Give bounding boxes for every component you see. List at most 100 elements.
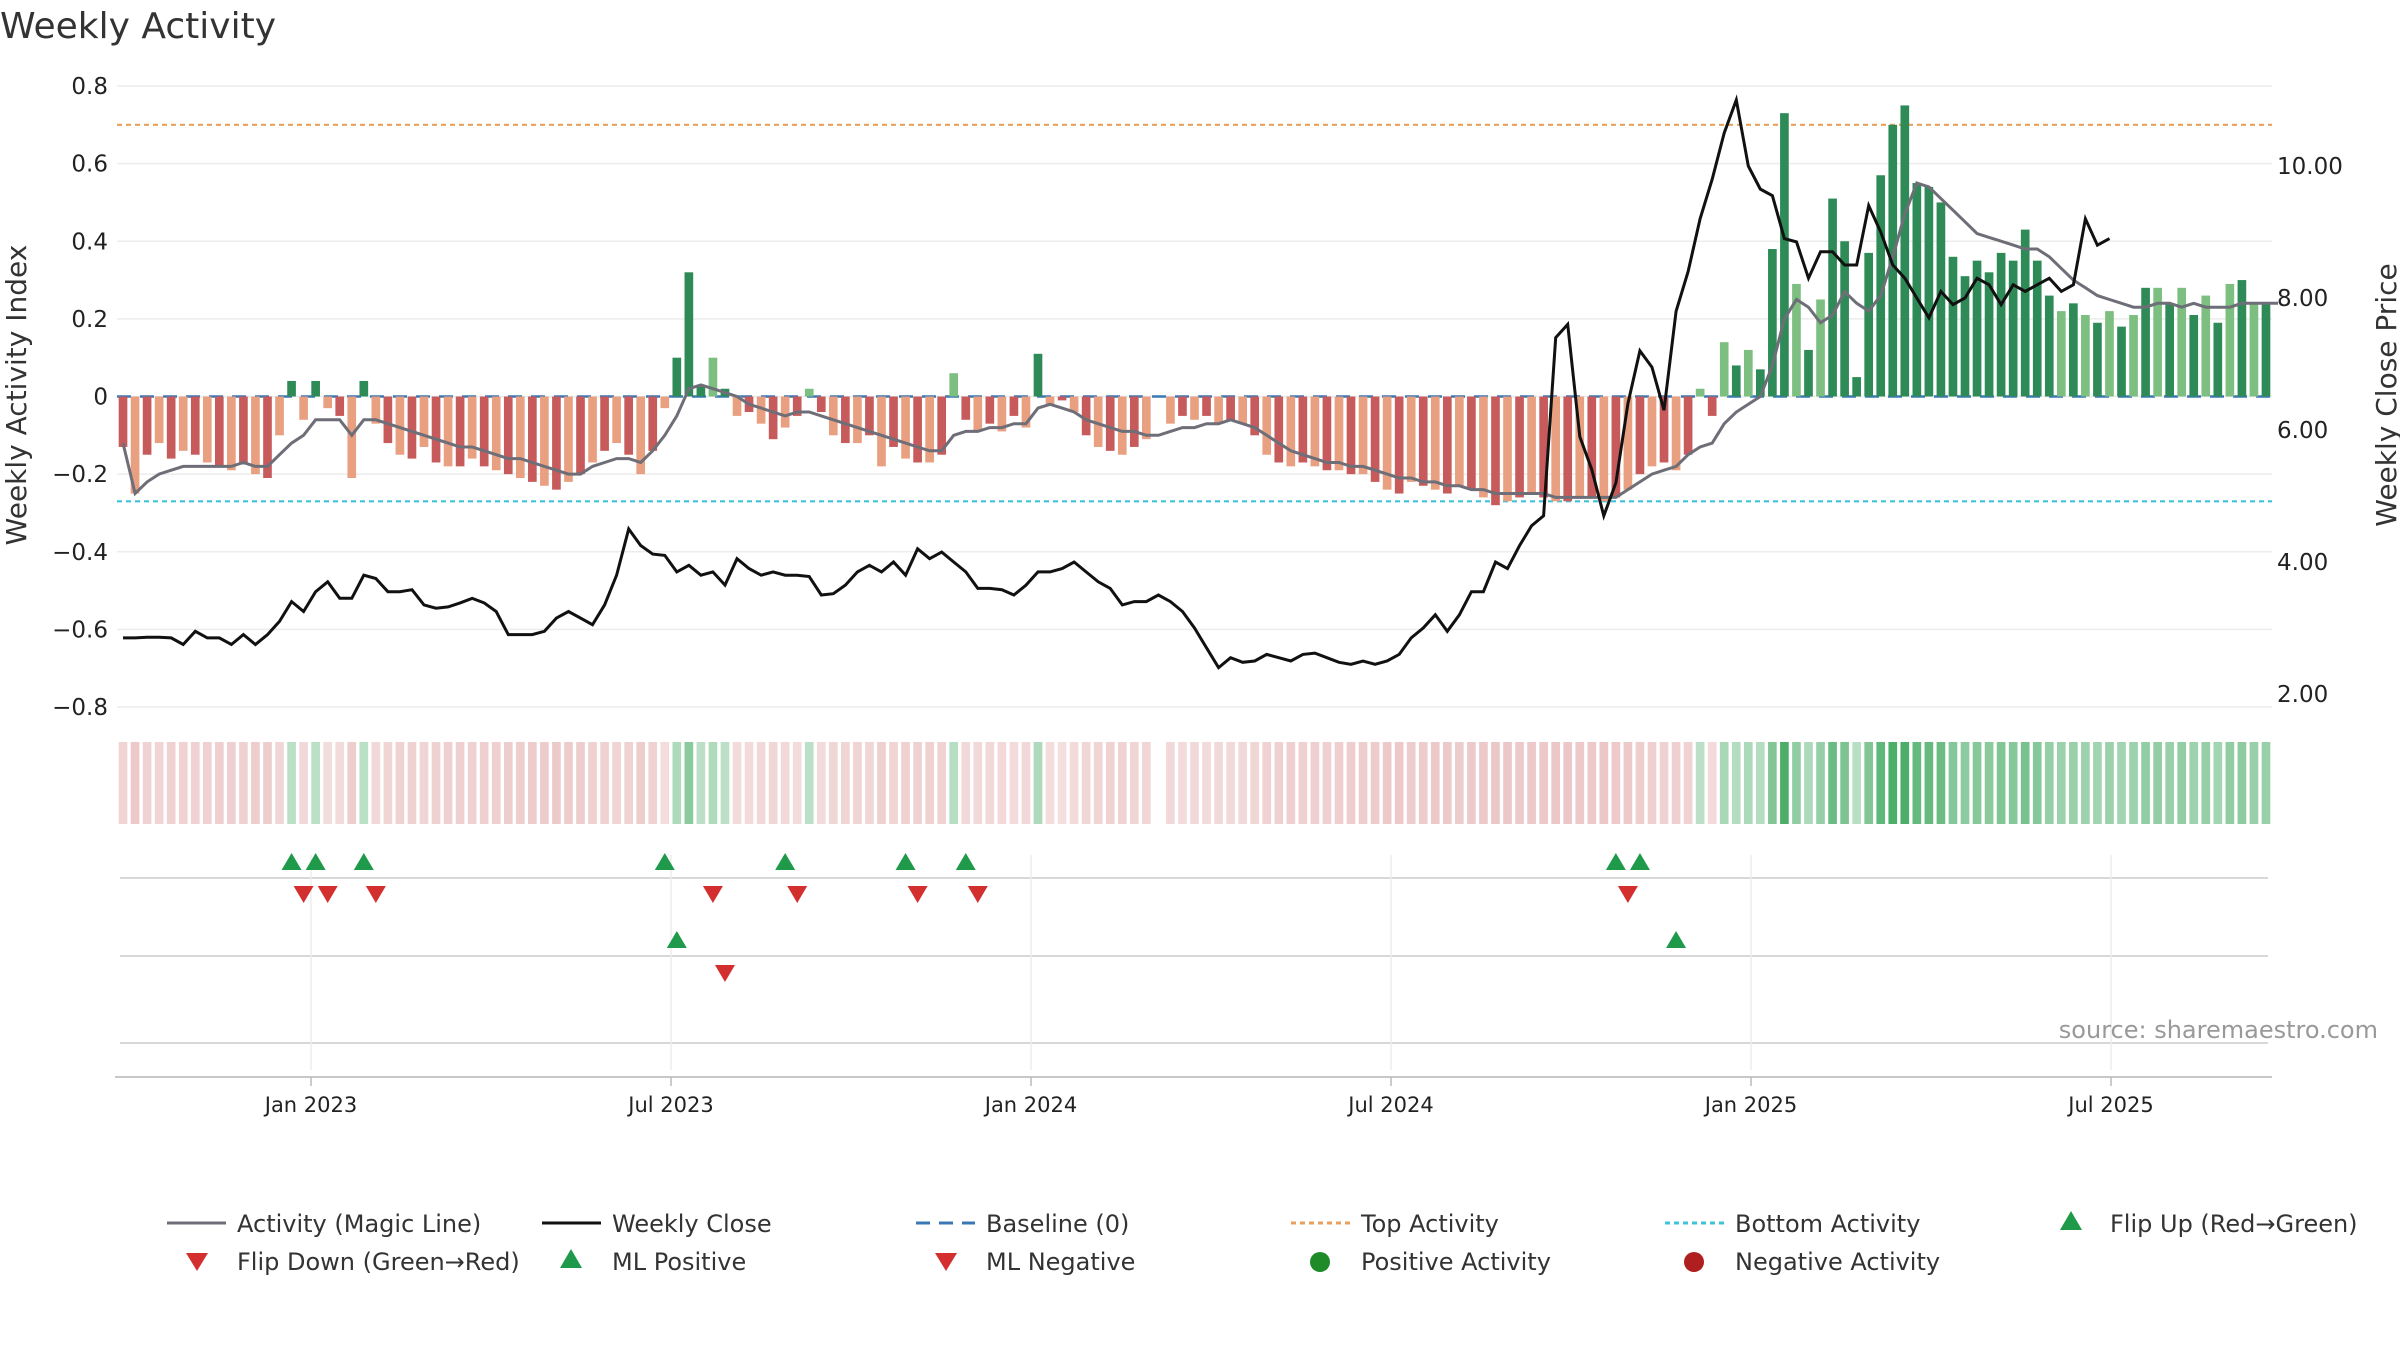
- activity-bar: [2129, 314, 2138, 397]
- flip-down-marker: [787, 886, 808, 903]
- heat-cell: [2261, 742, 2271, 824]
- activity-bar: [202, 396, 212, 463]
- activity-bar: [1635, 396, 1645, 475]
- magic-line: [121, 181, 2278, 499]
- heat-cell: [1166, 742, 1175, 824]
- activity-bar: [1491, 396, 1500, 506]
- ml-positive-marker: [666, 931, 687, 948]
- heat-cell: [1948, 742, 1958, 824]
- activity-bar: [2237, 280, 2247, 397]
- activity-bar: [973, 396, 983, 432]
- y2-axis-label: Weekly Close Price: [2370, 263, 2400, 526]
- flip-down-marker: [365, 886, 386, 903]
- heat-cell: [467, 742, 477, 824]
- heat-cell: [1852, 742, 1861, 824]
- activity-bar: [552, 396, 561, 490]
- heat-cell: [2237, 742, 2247, 824]
- x-tick-label: Jan 2024: [983, 1093, 1078, 1117]
- activity-bar: [1033, 353, 1043, 397]
- heat-cell: [1960, 742, 1970, 824]
- heat-cell: [1707, 742, 1717, 824]
- activity-bar: [515, 396, 525, 479]
- activity-bar: [1900, 105, 1910, 397]
- activity-bar: [1226, 396, 1235, 420]
- heat-cell: [1129, 742, 1139, 824]
- activity-bar: [648, 396, 658, 451]
- flip-down-marker: [317, 886, 338, 903]
- heat-cell: [1045, 742, 1055, 824]
- heat-cell: [636, 742, 646, 824]
- activity-bar: [1093, 396, 1103, 447]
- flip-up-marker: [955, 853, 976, 870]
- heat-cell: [1635, 742, 1645, 824]
- heat-cell: [1599, 742, 1609, 824]
- heat-cell: [1033, 742, 1043, 824]
- activity-bar: [2081, 314, 2090, 397]
- legend: Activity (Magic Line) Weekly Close Basel…: [167, 1210, 2358, 1276]
- heat-cell: [1117, 742, 1127, 824]
- legend-weekly-close-label: Weekly Close: [612, 1210, 772, 1238]
- ml-positive-marker: [1666, 931, 1687, 948]
- activity-bar: [1105, 396, 1115, 451]
- activity-bar: [419, 396, 429, 447]
- activity-bar: [1430, 396, 1440, 490]
- activity-bar: [672, 357, 682, 397]
- y2-tick-label: 6.00: [2277, 418, 2328, 444]
- activity-bar: [1009, 396, 1019, 416]
- activity-bar: [1467, 396, 1476, 490]
- activity-bar: [1346, 396, 1356, 475]
- activity-bar: [1756, 369, 1765, 397]
- heat-cell: [395, 742, 405, 824]
- heat-cell: [1202, 742, 1211, 824]
- activity-bar: [816, 396, 826, 413]
- heat-cell: [841, 742, 850, 824]
- activity-bar: [1178, 396, 1187, 416]
- activity-bar: [479, 396, 489, 467]
- heat-cell: [323, 742, 333, 824]
- activity-bar: [1190, 396, 1199, 420]
- heat-cell: [528, 742, 537, 824]
- activity-bar: [1322, 396, 1332, 471]
- legend-flip-up-swatch: [2060, 1211, 2082, 1230]
- heat-cell: [1021, 742, 1031, 824]
- heat-cell: [2213, 742, 2223, 824]
- heat-cell: [949, 742, 959, 824]
- heat-cell: [1334, 742, 1344, 824]
- legend-flip-down-label: Flip Down (Green→Red): [237, 1248, 520, 1276]
- activity-bar: [395, 396, 405, 455]
- y2-tick-label: 8.00: [2277, 286, 2328, 312]
- source-label: source: sharemaestro.com: [2059, 1016, 2378, 1044]
- legend-bottom-activity-label: Bottom Activity: [1735, 1210, 1920, 1238]
- activity-bar: [1563, 396, 1573, 502]
- activity-bar: [1202, 396, 1211, 416]
- heat-cell: [1298, 742, 1308, 824]
- activity-bar: [612, 396, 621, 444]
- heat-cell: [407, 742, 417, 824]
- activity-bar: [1852, 377, 1861, 397]
- activity-bar: [925, 396, 934, 463]
- heat-cell: [1695, 742, 1705, 824]
- heat-cell: [1310, 742, 1320, 824]
- series-lines: [121, 94, 2278, 670]
- heat-cell: [2153, 742, 2162, 824]
- heat-cell: [1936, 742, 1946, 824]
- heat-cell: [347, 742, 357, 824]
- heat-cell: [1647, 742, 1657, 824]
- legend-baseline-label: Baseline (0): [986, 1210, 1129, 1238]
- flip-down-marker: [967, 886, 988, 903]
- heat-cell: [299, 742, 308, 824]
- heat-cell: [997, 742, 1007, 824]
- heat-cell: [1984, 742, 1994, 824]
- activity-bar: [853, 396, 862, 444]
- activity-bar: [1864, 252, 1874, 397]
- activity-bar: [756, 396, 766, 424]
- heat-cell: [1731, 742, 1741, 824]
- flip-up-marker: [895, 853, 916, 870]
- y-tick-label: −0.2: [52, 462, 108, 488]
- heat-cell: [443, 742, 453, 824]
- activity-bar: [660, 396, 670, 409]
- activity-bar: [1069, 396, 1079, 413]
- activity-bar: [2105, 311, 2114, 397]
- heat-cell: [1611, 742, 1621, 824]
- activity-bar: [1972, 260, 1982, 397]
